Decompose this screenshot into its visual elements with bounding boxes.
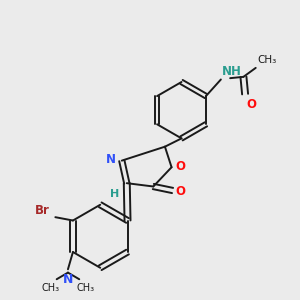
Text: NH: NH: [222, 64, 242, 77]
Text: CH₃: CH₃: [257, 55, 277, 65]
Text: CH₃: CH₃: [76, 283, 94, 292]
Text: CH₃: CH₃: [42, 283, 60, 292]
Text: O: O: [247, 98, 257, 111]
Text: H: H: [110, 188, 119, 199]
Text: N: N: [63, 273, 73, 286]
Text: O: O: [175, 185, 185, 198]
Text: Br: Br: [35, 203, 50, 217]
Text: O: O: [176, 160, 185, 173]
Text: N: N: [106, 153, 116, 166]
